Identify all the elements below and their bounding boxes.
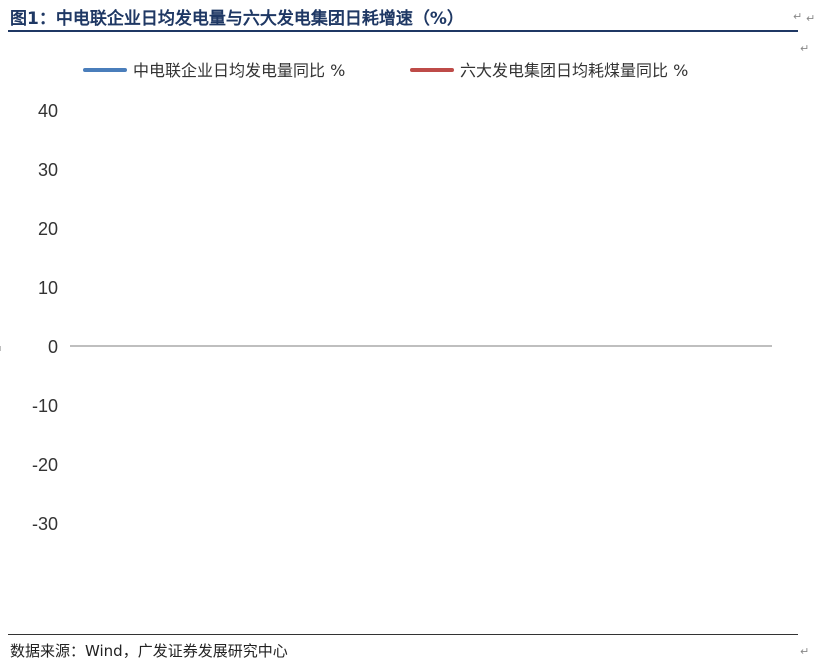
legend-label-1: 中电联企业日均发电量同比 % (133, 61, 345, 80)
paragraph-mark: ↵ (793, 10, 803, 23)
y-tick-label: -10 (32, 396, 58, 416)
axes: -30-20-100102030402022/6/92022/7/92022/8… (0, 0, 772, 534)
title-bar: 图1：中电联企业日均发电量与六大发电集团日耗增速（%） (8, 0, 798, 32)
y-tick-label: 30 (38, 160, 58, 180)
paragraph-mark: ↵ (806, 12, 816, 25)
y-tick-label: 0 (48, 337, 58, 357)
chart-title: 图1：中电联企业日均发电量与六大发电集团日耗增速（%） (10, 9, 464, 29)
paragraph-mark: ↵ (800, 42, 810, 55)
y-tick-label: 10 (38, 278, 58, 298)
source-note: 数据来源：Wind，广发证券发展研究中心 (10, 642, 288, 660)
paragraph-mark: ↵ (800, 645, 810, 658)
y-tick-label: -20 (32, 455, 58, 475)
source-divider (8, 634, 798, 635)
legend: 中电联企业日均发电量同比 % 六大发电集团日均耗煤量同比 % (83, 61, 688, 80)
y-tick-label: -30 (32, 514, 58, 534)
legend-label-2: 六大发电集团日均耗煤量同比 % (460, 61, 688, 80)
y-tick-label: 40 (38, 101, 58, 121)
y-tick-label: 20 (38, 219, 58, 239)
